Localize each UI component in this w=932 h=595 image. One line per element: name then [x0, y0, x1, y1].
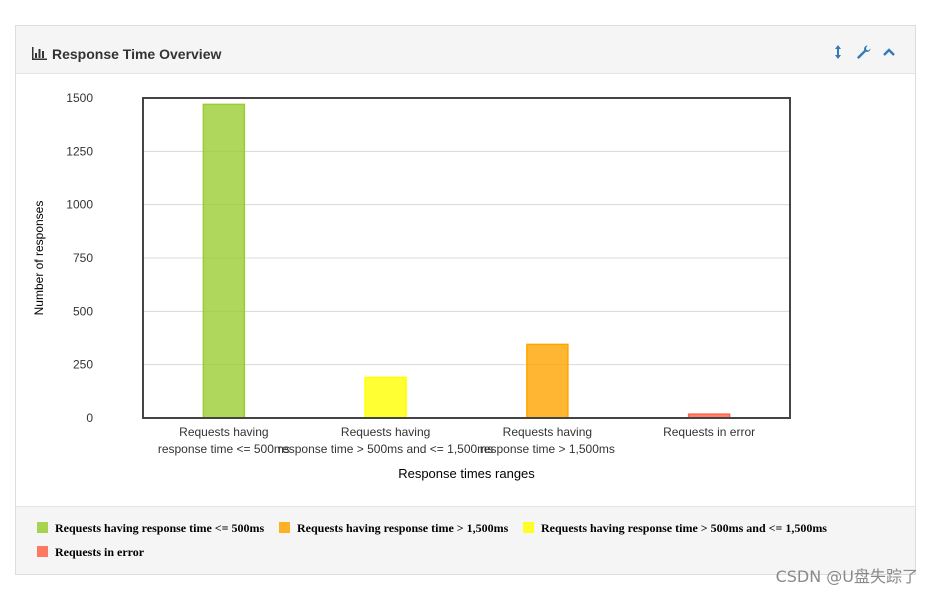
bar-chart-icon [32, 47, 47, 60]
chevron-up-icon[interactable] [880, 43, 898, 61]
panel-heading: Response Time Overview [16, 26, 915, 74]
bar [526, 343, 569, 419]
plot-frame [142, 97, 791, 419]
y-tick-label: 1500 [66, 91, 93, 105]
wrench-icon[interactable] [854, 43, 872, 61]
response-time-chart: 1500 1250 1000 750 500 250 0 Requests having res… [32, 91, 791, 481]
x-tick-label: Requests having [179, 425, 268, 439]
legend-label: Requests having response time <= 500ms [55, 521, 265, 535]
y-tick-label: 1000 [66, 198, 93, 212]
x-tick-label: response time <= 500ms [158, 442, 290, 456]
y-axis-label: Number of responses [32, 201, 46, 316]
legend-label: Requests in error [55, 545, 145, 559]
legend-swatch [523, 522, 534, 533]
x-tick-label: Requests having [503, 425, 592, 439]
y-tick-label: 1250 [66, 144, 93, 158]
chart-legend: Requests having response time <= 500ms Re… [16, 506, 915, 574]
x-tick-label: response time > 500ms and <= 1,500ms [278, 442, 493, 456]
legend-swatch [37, 522, 48, 533]
bar [364, 376, 407, 419]
y-tick-label: 0 [86, 411, 93, 425]
watermark: CSDN @U盘失踪了 [775, 567, 918, 586]
response-time-panel: Response Time Overview 1500 1250 1000 750 50… [15, 25, 916, 575]
y-tick-label: 750 [73, 251, 93, 265]
legend-swatch [37, 546, 48, 557]
x-tick-label: Requests in error [663, 425, 755, 439]
legend-swatch [279, 522, 290, 533]
panel-title: Response Time Overview [52, 46, 222, 62]
x-tick-label: response time > 1,500ms [480, 442, 615, 456]
y-tick-label: 500 [73, 304, 93, 318]
legend-label: Requests having response time > 500ms an… [541, 521, 827, 535]
legend-label: Requests having response time > 1,500ms [297, 521, 509, 535]
x-axis-label: Response times ranges [398, 466, 535, 481]
x-tick-label: Requests having [341, 425, 430, 439]
y-tick-label: 250 [73, 358, 93, 372]
bar [202, 103, 246, 419]
resize-vertical-icon[interactable] [829, 43, 847, 61]
